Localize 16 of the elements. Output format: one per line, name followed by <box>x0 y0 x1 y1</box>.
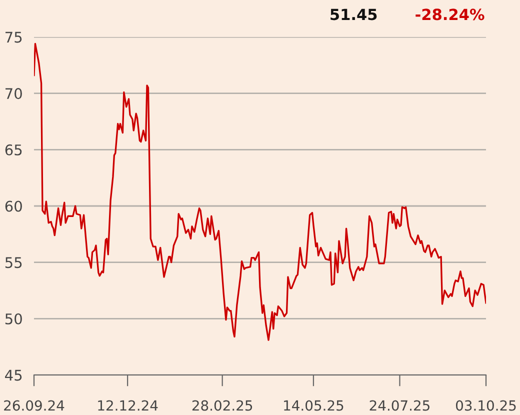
x-tick-label: 24.07.25 <box>370 400 430 411</box>
y-tick-label: 55 <box>5 257 22 268</box>
x-tick-label: 03.10.25 <box>456 400 516 411</box>
y-tick-label: 70 <box>6 88 22 100</box>
text: 51.45 <box>330 8 377 20</box>
x-tick-label: 14.05.25 <box>284 400 344 411</box>
x-tick-label: 12.12.24 <box>98 400 158 411</box>
y-tick-label: 65 <box>5 144 22 156</box>
x-tick-label: 28.02.25 <box>192 400 252 411</box>
text: -28.24% <box>416 8 484 20</box>
line-series <box>34 42 486 341</box>
y-tick-label: 45 <box>5 370 22 381</box>
y-tick-label: 75 <box>6 32 22 43</box>
x-tick-label: 26.09.24 <box>4 400 64 411</box>
y-tick-label: 50 <box>5 313 22 324</box>
y-tick-label: 60 <box>5 200 22 212</box>
